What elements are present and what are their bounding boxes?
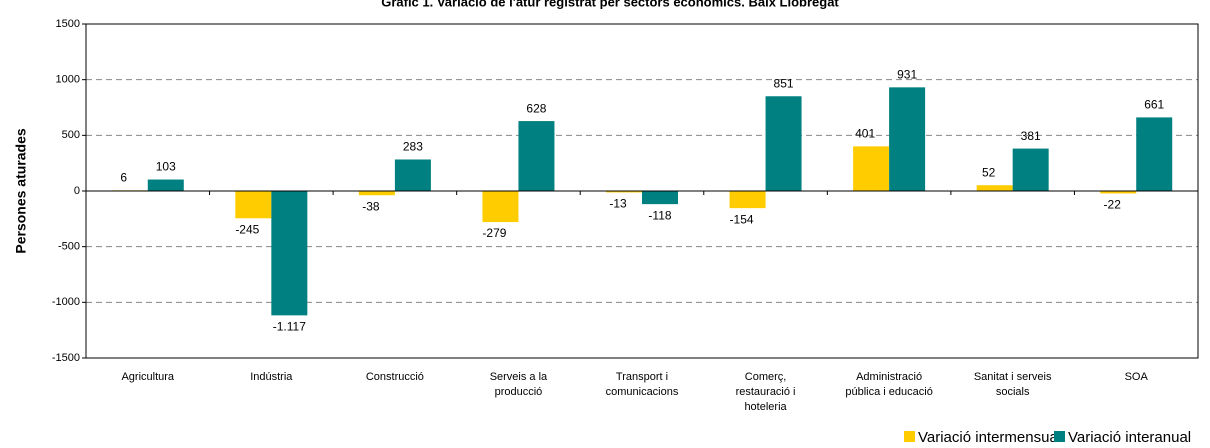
data-label: 103	[156, 160, 176, 174]
y-axis-label: Persones aturades	[13, 128, 29, 253]
data-label: 381	[1021, 129, 1041, 143]
data-label: 628	[526, 101, 546, 115]
data-label: -13	[609, 197, 627, 211]
y-tick-label: 0	[74, 185, 80, 197]
bar	[853, 146, 890, 191]
data-label: 851	[774, 76, 794, 90]
y-tick-label: -1500	[52, 352, 80, 364]
data-label: -38	[362, 199, 380, 213]
bar	[271, 191, 308, 316]
bar	[1136, 117, 1173, 191]
data-label: -245	[235, 222, 259, 236]
bar	[482, 191, 519, 223]
legend-swatch	[904, 431, 915, 442]
bar	[606, 191, 642, 193]
y-tick-label: -500	[58, 241, 80, 253]
x-tick-label: Agricultura	[121, 371, 175, 383]
bar	[889, 87, 926, 191]
data-label: 661	[1144, 98, 1164, 112]
data-label: -22	[1104, 198, 1122, 212]
legend-label: Variació interanual	[1068, 429, 1191, 446]
x-tick-label: Comerç, restauració i hoteleria	[735, 371, 796, 413]
bar	[765, 96, 802, 191]
bar	[518, 121, 555, 191]
legend-swatch	[1054, 431, 1065, 442]
x-tick-label: Construcció	[365, 371, 424, 383]
x-tick-label: Indústria	[250, 371, 293, 383]
bar	[642, 191, 678, 205]
y-tick-label: -1000	[52, 296, 80, 308]
bar	[358, 191, 395, 196]
y-tick-label: 500	[62, 129, 80, 141]
data-label: 52	[982, 165, 996, 179]
bar	[1012, 148, 1049, 191]
bar	[729, 191, 766, 209]
bar	[147, 179, 184, 191]
data-label: 931	[897, 68, 917, 82]
bar	[394, 159, 431, 191]
x-tick-label: Serveis a la producció	[489, 371, 548, 398]
chart-title: Gràfic 1. Variació de l'atur registrat p…	[381, 0, 839, 9]
data-label: -118	[648, 208, 671, 222]
data-label: -279	[482, 226, 506, 240]
x-tick-label: Transport i comunicacions	[605, 371, 679, 398]
data-label: -1.117	[273, 320, 306, 334]
x-tick-label: Administració pública i educació	[845, 371, 933, 398]
y-tick-label: 1000	[56, 74, 80, 86]
legend-label: Variació intermensual	[918, 429, 1061, 446]
data-label: 401	[855, 127, 875, 141]
bar	[1100, 191, 1137, 194]
x-tick-label: SOA	[1124, 371, 1148, 383]
data-label: 283	[403, 140, 423, 154]
plot-border	[85, 23, 1199, 359]
y-tick-label: 1500	[56, 18, 80, 30]
data-label: 6	[120, 171, 127, 185]
bar	[235, 191, 272, 219]
x-tick-label: Sanitat i serveis socials	[973, 371, 1052, 398]
bar	[976, 185, 1013, 191]
data-label: -154	[730, 212, 754, 226]
